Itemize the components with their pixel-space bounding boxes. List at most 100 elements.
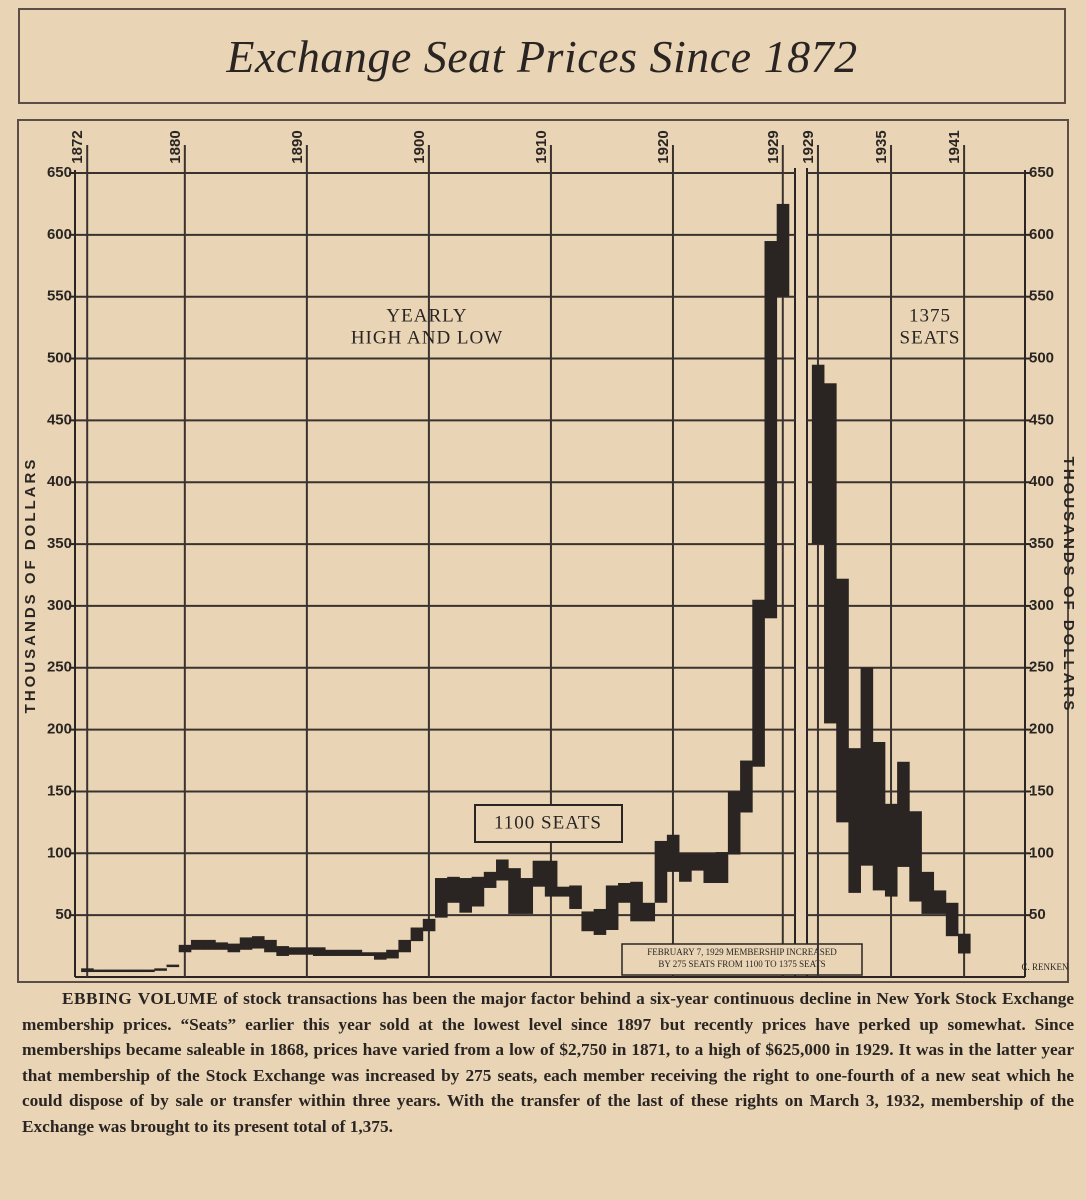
range-bar <box>386 949 399 959</box>
range-bar <box>630 881 643 922</box>
range-bar <box>752 599 765 767</box>
range-bar <box>483 871 497 888</box>
note: FEBRUARY 7, 1929 MEMBERSHIP INCREASED <box>647 947 837 957</box>
range-bar <box>398 939 411 953</box>
range-bar <box>203 939 216 950</box>
range-bar <box>496 859 509 881</box>
range-bar <box>435 878 448 918</box>
range-bar <box>593 908 607 935</box>
annotation: 1375 <box>909 305 951 326</box>
range-bar <box>921 871 935 914</box>
range-bar <box>848 748 861 893</box>
range-bar <box>764 241 778 619</box>
y-tick-label: 200 <box>1029 721 1054 738</box>
y-tick-label: 50 <box>55 906 72 923</box>
range-bar <box>945 902 959 937</box>
range-bar <box>703 853 717 883</box>
range-bar <box>178 944 192 953</box>
y-tick-label: 350 <box>1029 535 1054 552</box>
y-tick-label: 450 <box>1029 411 1054 428</box>
range-bar <box>349 949 363 956</box>
y-axis-label: THOUSANDS OF DOLLARS <box>22 457 39 714</box>
range-bar <box>884 803 898 897</box>
range-bar <box>811 364 825 545</box>
range-bar <box>337 949 350 956</box>
caption-lead: EBBING VOLUME <box>62 989 219 1008</box>
annotation: HIGH AND LOW <box>351 327 503 348</box>
credit: C. RENKEN <box>1022 962 1070 972</box>
range-bar <box>117 969 131 973</box>
y-axis-label: THOUSANDS OF DOLLARS <box>1060 457 1077 714</box>
range-bar <box>691 853 704 871</box>
y-tick-label: 400 <box>47 473 72 490</box>
range-bar <box>459 878 473 913</box>
y-tick-label: 550 <box>47 288 72 305</box>
y-tick-label: 250 <box>1029 659 1054 676</box>
range-bar <box>654 840 668 903</box>
range-bar <box>215 942 228 950</box>
x-tick-label: 1880 <box>167 130 184 163</box>
range-bar <box>958 933 971 954</box>
y-tick-label: 550 <box>1029 288 1054 305</box>
y-tick-label: 250 <box>47 659 72 676</box>
range-bar <box>824 383 837 724</box>
range-bar <box>776 203 790 297</box>
y-tick-label: 400 <box>1029 473 1054 490</box>
range-bar <box>933 890 947 914</box>
range-bar <box>129 969 143 973</box>
x-tick-label: 1941 <box>946 130 963 163</box>
range-bar <box>532 860 546 887</box>
range-bar <box>557 886 570 897</box>
range-bar <box>190 939 204 950</box>
range-bar <box>276 946 289 956</box>
x-tick-label: 1900 <box>411 130 428 163</box>
range-bar <box>251 936 265 949</box>
range-bar <box>836 578 849 823</box>
range-bar <box>471 876 485 907</box>
range-bar <box>618 882 631 903</box>
x-tick-label: 1910 <box>533 130 550 163</box>
range-bar <box>105 969 119 973</box>
range-bar <box>605 885 619 930</box>
range-bar <box>93 969 106 973</box>
title-box: Exchange Seat Prices Since 1872 <box>18 8 1066 104</box>
range-bar <box>447 876 460 903</box>
range-bar <box>569 885 582 909</box>
range-bar <box>325 949 338 956</box>
range-bar <box>410 927 424 942</box>
range-bar <box>679 853 692 882</box>
y-tick-label: 650 <box>1029 164 1054 181</box>
range-bar <box>715 852 729 883</box>
y-tick-label: 300 <box>1029 597 1054 614</box>
note-box <box>621 943 863 976</box>
note: BY 275 SEATS FROM 1100 TO 1375 SEATS <box>658 959 825 969</box>
y-tick-label: 300 <box>47 597 72 614</box>
title: Exchange Seat Prices Since 1872 <box>226 30 858 82</box>
y-tick-label: 650 <box>47 164 72 181</box>
range-bar <box>239 937 253 950</box>
range-bar <box>740 760 753 813</box>
caption: EBBING VOLUME of stock transactions has … <box>22 986 1074 1140</box>
range-bar <box>288 947 302 955</box>
range-bar <box>666 834 680 872</box>
y-tick-label: 200 <box>47 721 72 738</box>
range-bar <box>361 952 375 956</box>
range-bar <box>166 964 180 968</box>
chart: 5010015020025030035040045050055060065018… <box>17 119 1077 983</box>
x-tick-label: 1872 <box>69 130 86 163</box>
range-bar <box>727 791 741 855</box>
range-bar <box>300 947 314 955</box>
chart-frame <box>17 119 1069 983</box>
range-bar <box>860 667 874 866</box>
x-tick-label: 1920 <box>655 130 672 163</box>
range-bar <box>312 947 326 956</box>
range-bar <box>142 969 155 973</box>
range-bar <box>227 943 241 953</box>
annotation: YEARLY <box>386 305 467 326</box>
y-tick-label: 450 <box>47 411 72 428</box>
x-tick-label: 1890 <box>289 130 306 163</box>
annotation: 1100 SEATS <box>494 812 602 833</box>
range-bar <box>642 902 656 922</box>
y-tick-label: 600 <box>1029 226 1054 243</box>
